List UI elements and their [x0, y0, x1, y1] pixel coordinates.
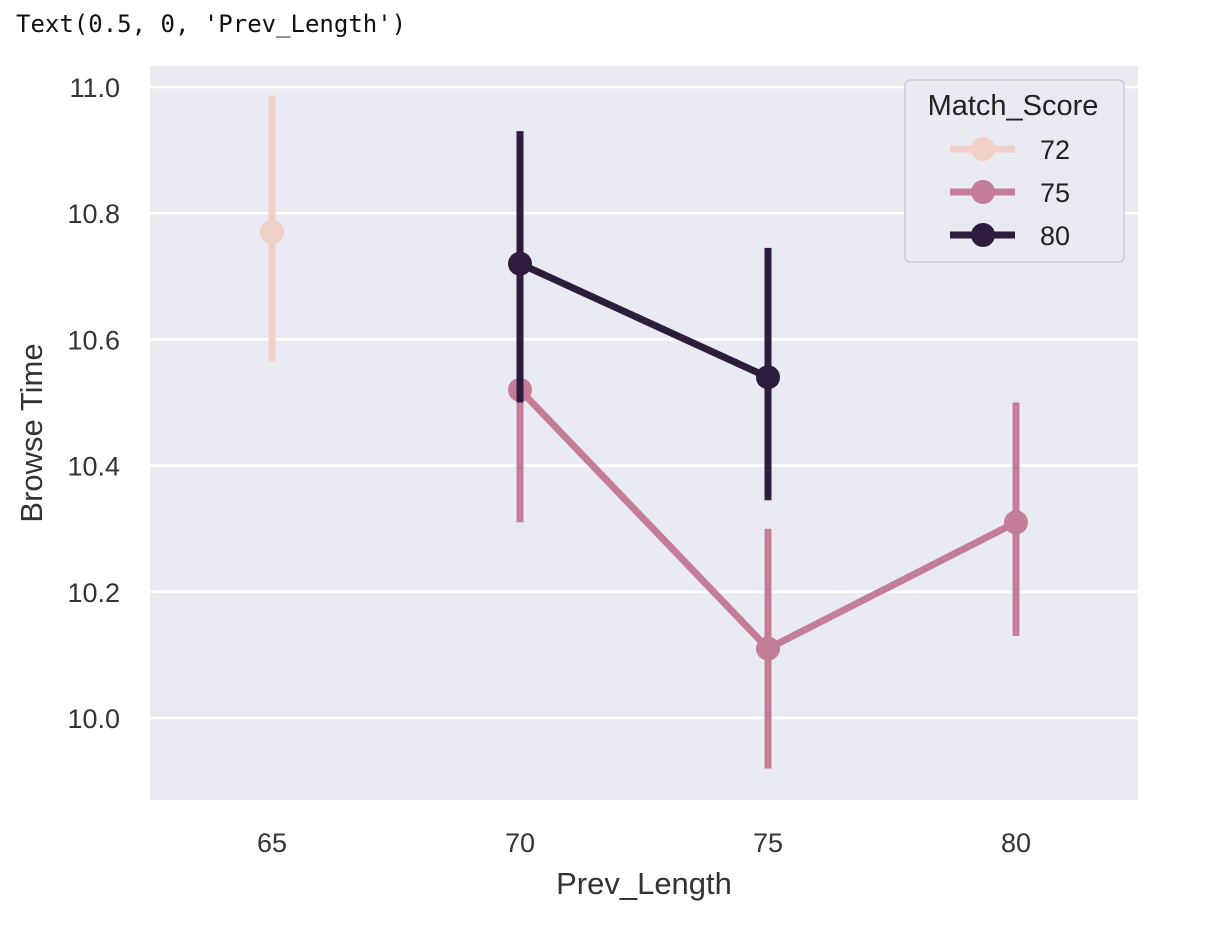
cell-output-text: Text(0.5, 0, 'Prev_Length') [16, 10, 407, 38]
y-tick-label: 10.8 [67, 199, 120, 229]
series-72 [260, 96, 284, 362]
legend: Match_Score 72 75 80 [904, 79, 1125, 263]
y-tick-label: 10.2 [67, 578, 120, 608]
x-tick-label: 70 [505, 828, 535, 858]
y-tick-label: 11.0 [69, 73, 120, 103]
data-point [1004, 510, 1028, 535]
legend-entry: 72 [950, 135, 1070, 165]
legend-marker [971, 180, 995, 204]
legend-box [904, 79, 1125, 263]
legend-label: 72 [1040, 135, 1070, 165]
y-tick-label: 10.6 [67, 325, 120, 355]
y-tick-label: 10.0 [67, 704, 120, 734]
x-tick-labels: 65 70 75 80 [257, 828, 1031, 858]
data-point [756, 365, 780, 390]
data-point [508, 251, 532, 276]
x-tick-label: 65 [257, 828, 287, 858]
y-tick-labels: 10.0 10.2 10.4 10.6 10.8 11.0 [67, 73, 120, 734]
x-tick-label: 75 [753, 828, 783, 858]
legend-title: Match_Score [928, 90, 1099, 122]
series-80 [508, 131, 780, 501]
x-axis-label: Prev_Length [556, 866, 732, 901]
legend-entry: 75 [950, 178, 1070, 208]
y-axis-label: Browse Time [14, 343, 49, 522]
x-tick-label: 80 [1001, 828, 1031, 858]
data-point [260, 220, 284, 245]
y-tick-label: 10.4 [67, 452, 120, 482]
legend-entries: 72 75 80 [950, 135, 1070, 251]
legend-marker [971, 137, 995, 161]
legend-label: 75 [1040, 178, 1070, 208]
series-line [518, 260, 770, 381]
data-point [756, 636, 780, 661]
legend-entry: 80 [950, 221, 1070, 251]
series-layer [260, 96, 1028, 769]
legend-marker [971, 223, 995, 247]
legend-label: 80 [1040, 221, 1070, 251]
gridlines [150, 85, 1138, 720]
